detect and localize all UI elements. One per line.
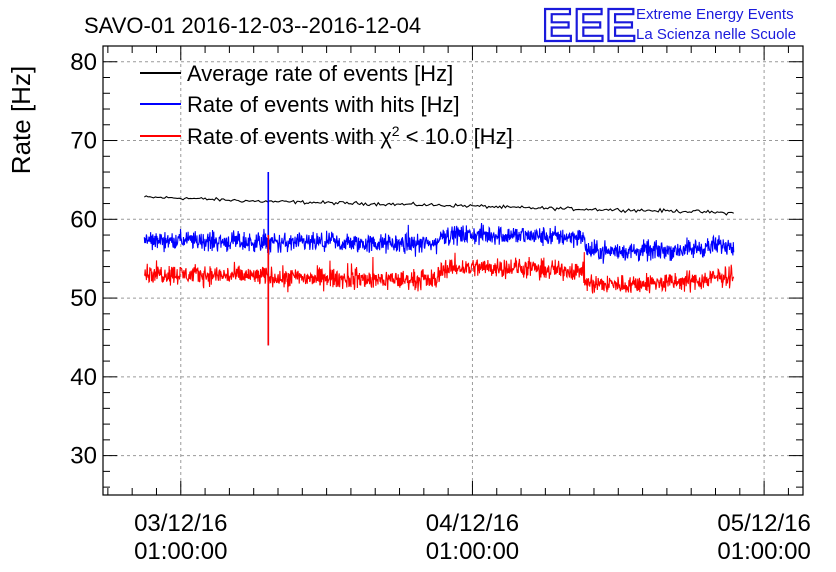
series-line-0 [144,195,734,216]
x-tick-label-date: 04/12/16 [426,510,519,537]
grid-lines [103,46,803,495]
legend-label-1: Rate of events with hits [Hz] [187,92,460,117]
legend-label-text: Rate of events with hits [Hz] [187,92,460,117]
x-tick-label-date: 05/12/16 [717,510,810,537]
y-tick-label: 60 [70,206,97,233]
x-tick-label-date: 03/12/16 [134,510,227,537]
plot-frame [102,45,804,496]
y-tick-label: 70 [70,128,97,155]
y-tick-label: 40 [70,364,97,391]
legend-label-text: Average rate of events [Hz] [187,61,453,86]
y-tick-label: 30 [70,443,97,470]
y-axis-label: Rate [Hz] [6,66,36,174]
logo-line-2: La Scienza nelle Scuole [636,26,796,43]
legend-label-superscript: 2 [392,123,400,139]
legend-label-text: Rate of events with χ [187,124,392,149]
x-tick-label-time: 01:00:00 [426,538,519,565]
series-lines [143,172,735,346]
legend: Average rate of events [Hz] Rate of event… [140,61,513,149]
eee-logo: EEE Extreme Energy Events La Scienza nel… [541,0,796,52]
legend-label-2: Rate of events with χ2 < 10.0 [Hz] [187,123,513,149]
series-line-1 [143,223,735,264]
x-tick-label-time: 01:00:00 [134,538,227,565]
y-tick-label: 50 [70,285,97,312]
logo-mark: EEE [542,0,637,51]
chart-title: SAVO-01 2016-12-03--2016-12-04 [84,13,421,38]
series-line-2 [143,252,735,294]
axes: 30405060708003/12/1601:00:0004/12/1601:0… [70,45,811,565]
y-tick-label: 80 [70,49,97,76]
logo-line-1: Extreme Energy Events [636,6,794,23]
legend-label-0: Average rate of events [Hz] [187,61,453,86]
legend-label-suffix: < 10.0 [Hz] [400,124,513,149]
x-tick-label-time: 01:00:00 [717,538,810,565]
